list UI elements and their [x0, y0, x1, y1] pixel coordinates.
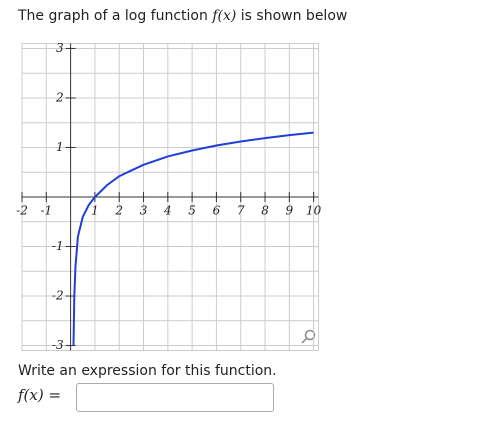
icon-handle: [301, 337, 308, 344]
x-tick-label: 2: [114, 204, 123, 218]
y-tick-label: 1: [56, 140, 64, 154]
answer-input[interactable]: [76, 383, 274, 412]
x-tick-label: 8: [261, 204, 269, 218]
y-tick-label: -1: [52, 239, 64, 253]
x-tick-label: 7: [237, 204, 245, 218]
icon-circle: [304, 329, 316, 341]
magnifier-icon[interactable]: [301, 329, 316, 344]
x-tick-label: 9: [286, 204, 294, 218]
x-tick-label: 6: [213, 204, 221, 218]
x-tick-label: 3: [140, 204, 148, 218]
question: The graph of a log function f(x) is show…: [18, 8, 347, 24]
question-text: The graph of a log function: [18, 8, 213, 24]
y-tick-label: 2: [55, 90, 64, 104]
prompt: Write an expression for this function.: [18, 363, 277, 379]
question-text: is shown below: [236, 8, 348, 24]
x-tick-label: 5: [188, 204, 196, 218]
y-tick-label: -2: [52, 289, 64, 303]
math: f(x): [212, 8, 237, 24]
x-tick-label: 4: [163, 204, 172, 218]
x-tick-label: 10: [306, 204, 322, 218]
function-curve: [72, 131, 314, 346]
y-tick-label: 3: [56, 41, 64, 55]
x-tick-label: -1: [40, 204, 52, 218]
answer-label: f(x) =: [18, 386, 62, 404]
x-tick-label: -2: [16, 204, 28, 218]
chart: -3 -2 -1 1 2 3 -2 -1 1 2 3 4 5 6 7 8 9 10: [16, 41, 322, 352]
y-tick-label: -3: [52, 338, 64, 352]
x-tick-label: 1: [91, 204, 99, 218]
